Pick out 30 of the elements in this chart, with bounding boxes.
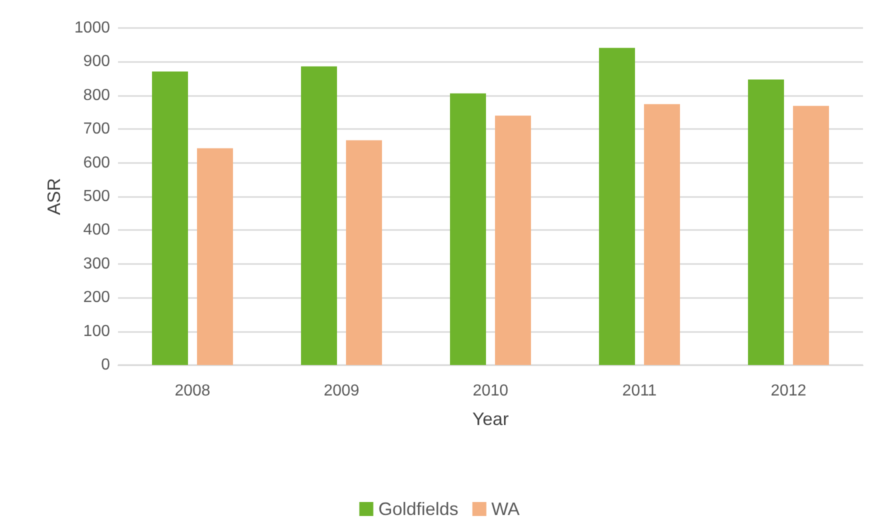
x-axis-title: Year [472,409,509,429]
y-tick-label: 300 [83,255,110,272]
bar [301,66,337,365]
y-axis-title: ASR [44,178,64,216]
x-tick-label: 2008 [174,382,210,400]
y-tick-label: 100 [83,322,110,340]
bar [152,71,188,365]
y-tick-label: 800 [83,86,110,104]
x-tick-label: 2010 [472,382,508,400]
bar [450,93,486,365]
bar [197,148,233,365]
bar [495,116,531,365]
y-tick-label: 900 [83,53,110,70]
x-tick-label: 2012 [770,382,806,400]
x-tick-label: 2011 [622,382,657,400]
y-tick-label: 0 [101,356,110,374]
bar [748,80,784,365]
legend-label: WA [491,499,520,519]
y-tick-label: 700 [83,120,110,138]
bar [793,106,829,365]
bar [644,104,680,365]
y-tick-label: 200 [83,289,110,306]
legend-label: Goldfields [378,499,458,519]
y-tick-label: 1000 [74,20,110,36]
y-tick-label: 500 [83,188,110,205]
bar [599,48,635,365]
y-tick-label: 400 [83,222,110,239]
bar [346,140,382,365]
y-tick-label: 600 [83,154,110,172]
x-tick-label: 2009 [324,382,360,400]
